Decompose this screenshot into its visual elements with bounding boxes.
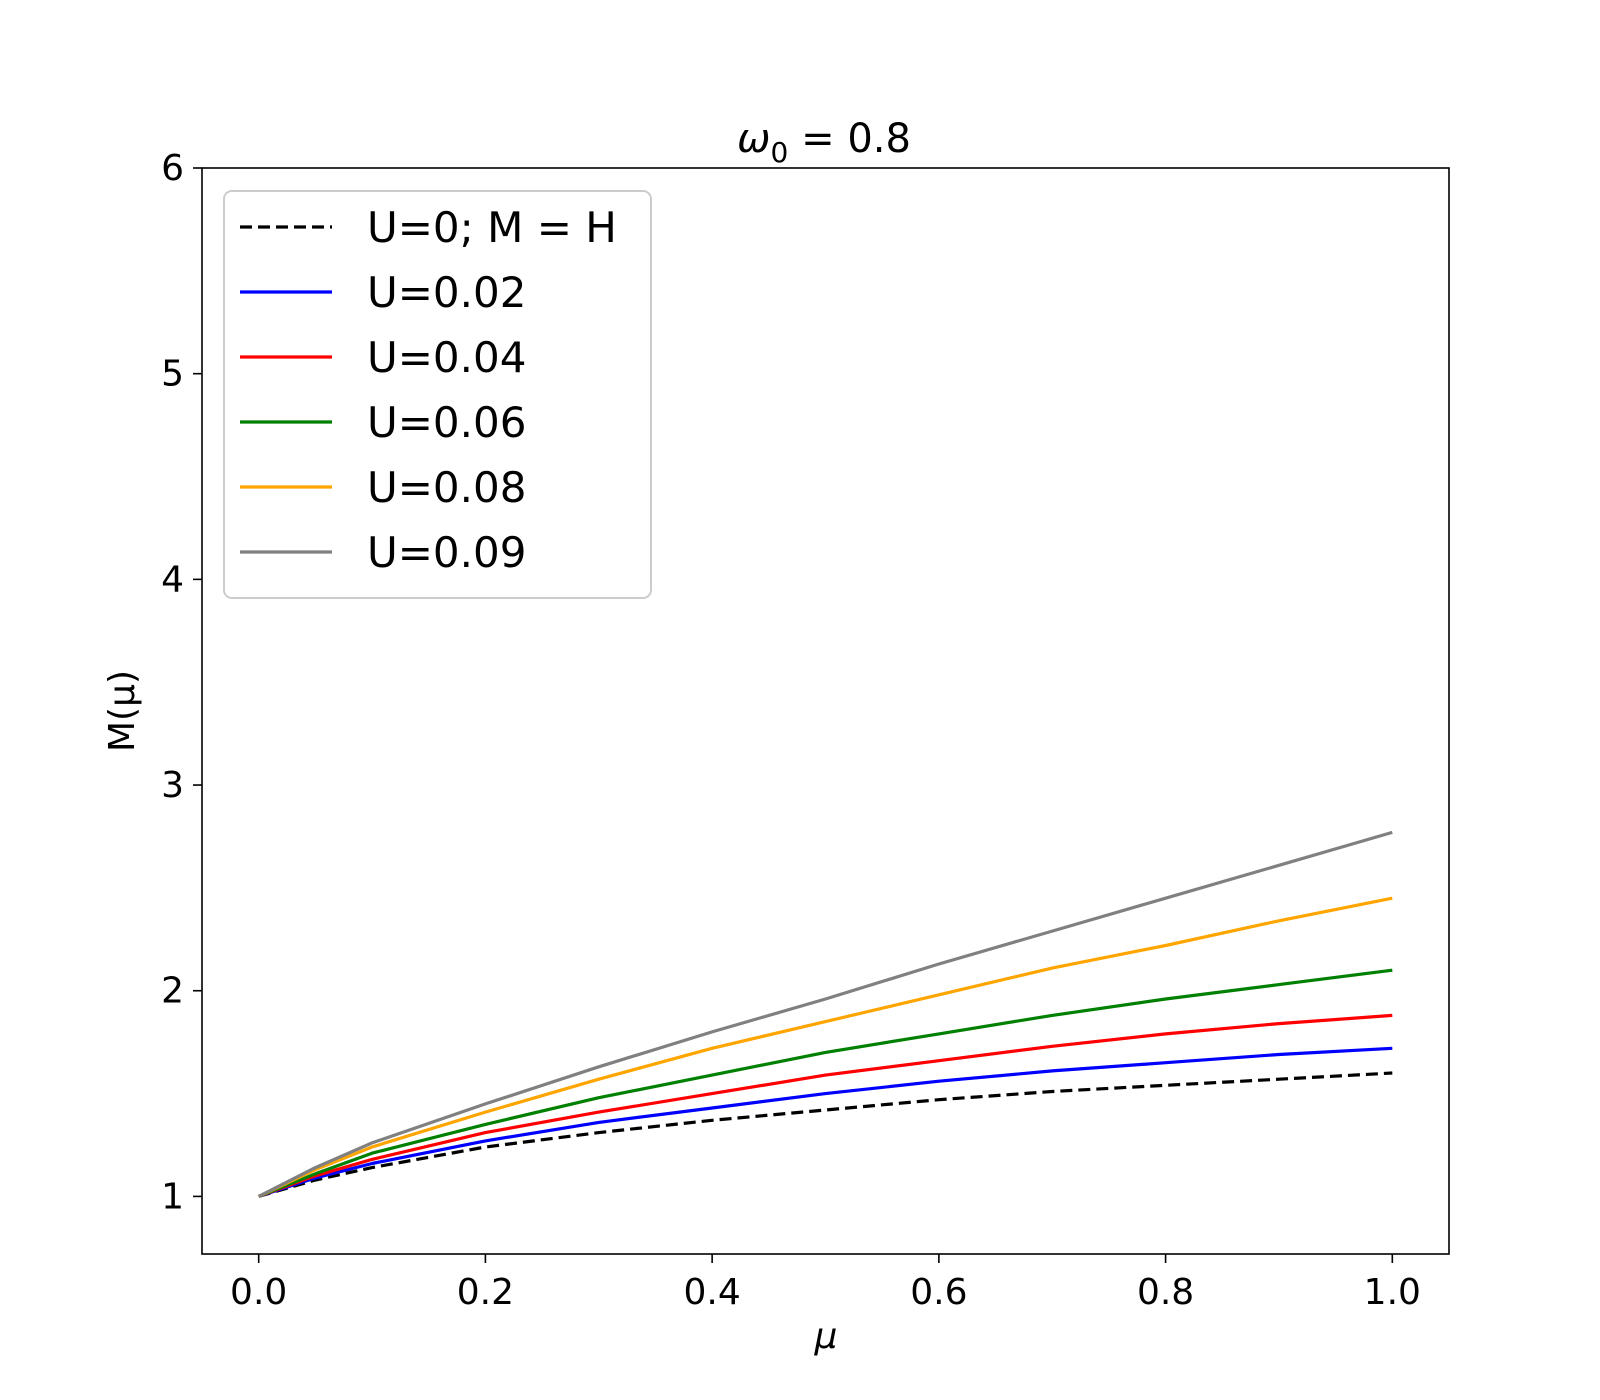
x-tick-label: 0.6 xyxy=(910,1272,967,1313)
x-tick-label: 0.0 xyxy=(230,1272,287,1313)
chart-title: ω0 = 0.8 xyxy=(737,116,911,169)
series-line-2 xyxy=(258,1013,1393,1198)
series-line-4 xyxy=(258,896,1393,1198)
legend-label-0: U=0; M = H xyxy=(367,203,617,252)
axis-ticks: 0.0 0.2 0.4 0.6 0.8 1.0 1 2 3 4 5 6 xyxy=(161,148,1421,1313)
y-tick-label: 6 xyxy=(161,148,184,189)
series-line-3 xyxy=(258,968,1393,1198)
x-axis-label: μ xyxy=(814,1316,838,1357)
series-line-1 xyxy=(258,1046,1393,1198)
plot-area-frame xyxy=(201,167,1450,1255)
y-axis-label: M(μ) xyxy=(102,670,143,752)
title-symbol: ω xyxy=(737,116,771,162)
legend-label-5: U=0.09 xyxy=(367,528,526,577)
y-tick-label: 4 xyxy=(161,559,184,600)
y-tick-label: 5 xyxy=(161,354,184,395)
title-rest: = 0.8 xyxy=(788,116,911,162)
title-subscript: 0 xyxy=(771,136,789,169)
y-tick-label: 3 xyxy=(161,765,184,806)
x-tick-label: 0.8 xyxy=(1137,1272,1194,1313)
y-tick-label: 1 xyxy=(161,1176,184,1217)
y-tick-label: 2 xyxy=(161,971,184,1012)
legend-label-2: U=0.04 xyxy=(367,333,526,382)
series-lines xyxy=(257,830,1393,1198)
legend-items: U=0; M = H U=0.02 U=0.04 U=0.06 U=0.08 U=0.09 xyxy=(240,203,617,577)
legend-label-3: U=0.06 xyxy=(367,398,526,447)
x-tick-label: 1.0 xyxy=(1364,1272,1421,1313)
x-tick-label: 0.2 xyxy=(457,1272,514,1313)
legend: U=0; M = H U=0.02 U=0.04 U=0.06 U=0.08 U=0.09 xyxy=(223,190,652,599)
legend-label-1: U=0.02 xyxy=(367,268,526,317)
legend-label-4: U=0.08 xyxy=(367,463,526,512)
x-tick-label: 0.4 xyxy=(684,1272,741,1313)
series-line-5 xyxy=(257,830,1393,1198)
